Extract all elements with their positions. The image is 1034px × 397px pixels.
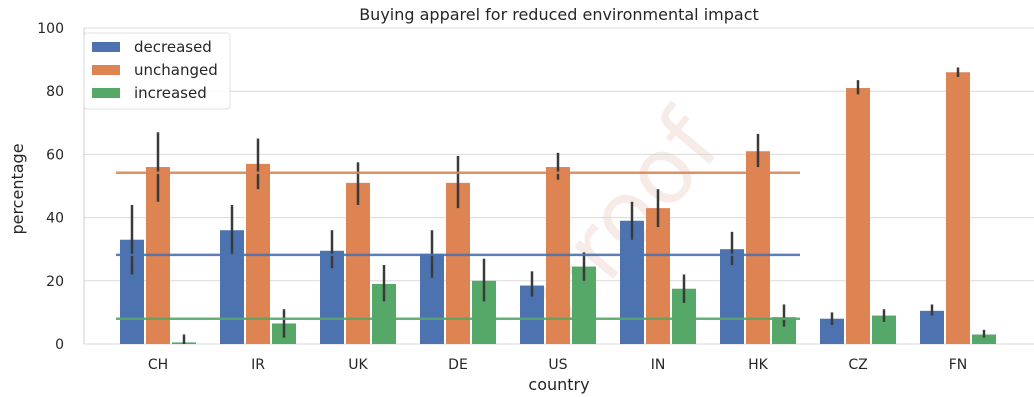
- legend: decreased unchanged increased: [83, 32, 231, 110]
- x-axis-title: country: [528, 375, 589, 394]
- bar: [946, 72, 970, 345]
- legend-label: unchanged: [134, 61, 218, 79]
- bars: [120, 72, 996, 345]
- y-tick-label: 60: [46, 147, 64, 163]
- x-tick-label: IR: [251, 357, 265, 373]
- x-tick-label: FN: [949, 357, 968, 373]
- bar: [846, 88, 870, 344]
- legend-swatch: [92, 65, 120, 75]
- bar: [346, 182, 370, 344]
- legend-label: decreased: [134, 38, 212, 56]
- x-tick-label: CH: [148, 357, 168, 373]
- y-tick-label: 0: [55, 337, 64, 353]
- y-tick-label: 80: [46, 84, 64, 100]
- legend-swatch: [92, 42, 120, 52]
- y-tick-label: 40: [46, 211, 64, 227]
- legend-swatch: [92, 88, 120, 98]
- chart-title: Buying apparel for reduced environmental…: [359, 5, 759, 24]
- reference-lines: [116, 171, 800, 320]
- x-tick-label: UK: [348, 357, 368, 373]
- bar: [446, 182, 470, 344]
- y-tick-label: 20: [46, 274, 64, 290]
- axes: 0 20 40 60 80 100 CH IR UK DE US IN HK CZ FN: [37, 21, 967, 373]
- legend-box: [83, 32, 231, 110]
- x-tick-label: DE: [448, 357, 468, 373]
- bar: [972, 334, 996, 344]
- bar: [620, 220, 644, 344]
- legend-label: increased: [134, 84, 207, 102]
- y-tick-label: 100: [37, 21, 64, 37]
- x-tick-label: IN: [651, 357, 666, 373]
- x-tick-label: US: [548, 357, 567, 373]
- x-tick-label: HK: [748, 357, 769, 373]
- bar: [746, 151, 770, 344]
- error-bars: [130, 67, 986, 344]
- bar: [646, 208, 670, 344]
- x-tick-label: CZ: [848, 357, 867, 373]
- bar: [920, 310, 944, 344]
- y-axis-title: percentage: [8, 143, 27, 234]
